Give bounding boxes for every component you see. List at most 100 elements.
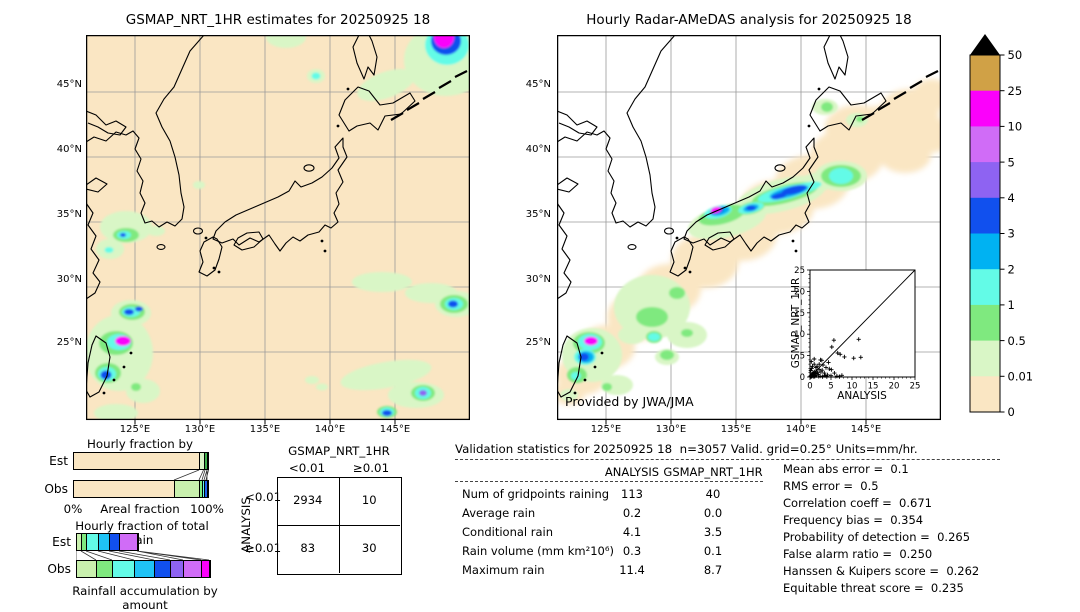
- bar-segment: [77, 561, 97, 577]
- inset-ytick-label: 20: [794, 287, 805, 297]
- stat-value-gsmap: 40: [705, 487, 721, 501]
- lat-label: 25°N: [525, 337, 551, 348]
- stat-value-analysis: 0.2: [622, 506, 642, 520]
- totalrain-est-label: Est: [52, 535, 71, 549]
- validation-title: Validation statistics for 20250925 18 n=…: [455, 442, 918, 456]
- totalrain-obs-label: Obs: [47, 562, 71, 576]
- score-line: False alarm ratio = 0.250: [783, 547, 933, 561]
- lon-label: 145°E: [850, 424, 882, 435]
- colorbar-tick-label: 50: [1008, 48, 1023, 62]
- colorbar-tick-label: 0.01: [1008, 370, 1034, 384]
- radar-amedas-map: 00 5 5 10 10 15 15 20 20 25 25 ANALYSIS GSMAP_NRT_…: [557, 35, 941, 425]
- score-line: Correlation coeff = 0.671: [783, 496, 932, 510]
- lon-label: 130°E: [184, 424, 216, 435]
- colorbar-segment: [970, 90, 1000, 127]
- score-line: Frequency bias = 0.354: [783, 513, 924, 527]
- colorbar-tick-label: 5: [1008, 155, 1015, 169]
- score-line: RMS error = 0.5: [783, 479, 879, 493]
- provider-credit: Provided by JWA/JMA: [565, 394, 694, 409]
- lon-label: 140°E: [785, 424, 817, 435]
- colorbar-border: [969, 54, 1001, 413]
- bar-segment: [87, 534, 99, 550]
- column-header-gsmap: GSMAP_NRT_1HR: [663, 465, 763, 479]
- rain-areas: [560, 99, 868, 401]
- totalrain-est-bar: [76, 533, 139, 551]
- colorbar-segment: [970, 55, 1000, 92]
- bar-segment: [203, 481, 206, 497]
- validation-rows: Num of gridpoints raining 113 40 Average ra…: [455, 487, 795, 582]
- scatter-plus-markers: [808, 337, 863, 379]
- score-line: Mean abs error = 0.1: [783, 462, 909, 476]
- areal-fraction-100: 100%: [190, 502, 224, 516]
- occurrence-connector: [173, 470, 209, 480]
- bar-segment: [74, 453, 200, 469]
- table-row: Conditional rain 4.1 3.5: [455, 525, 795, 544]
- colorbar-segment: [970, 304, 1000, 342]
- contingency-cell-01: 10: [361, 493, 377, 507]
- lon-label: 125°E: [590, 424, 622, 435]
- lat-label: 45°N: [525, 79, 551, 90]
- stat-value-analysis: 11.4: [619, 563, 645, 577]
- table-row: Num of gridpoints raining 113 40: [455, 487, 795, 506]
- stat-value-analysis: 113: [621, 487, 643, 501]
- bar-segment: [82, 534, 87, 550]
- lat-label: 35°N: [56, 209, 82, 220]
- contingency-col-title: GSMAP_NRT_1HR: [288, 444, 390, 458]
- colorbar-segment: [970, 126, 1000, 163]
- bar-segment: [175, 481, 200, 497]
- contingency-row-label-ge: ≥0.01: [245, 541, 282, 555]
- colorbar-tick-label: 1: [1008, 298, 1015, 312]
- colorbar-tick-label: 2: [1008, 262, 1015, 276]
- bar-segment: [184, 561, 202, 577]
- colorbar-segment: [970, 340, 1000, 377]
- map-border: [557, 35, 941, 421]
- stat-label: Conditional rain: [462, 525, 554, 539]
- totalrain-caption: Rainfall accumulation by amount: [72, 584, 218, 612]
- inset-ticks: 00 5 5 10 10 15 15 20 20 25 25: [794, 266, 920, 392]
- bar-segment: [135, 561, 155, 577]
- inset-ylabel: GSMAP_NRT_1HR: [790, 278, 802, 369]
- divider-dashed: [455, 481, 763, 482]
- score-line: Equitable threat score = 0.235: [783, 581, 964, 595]
- occurrence-obs-label: Obs: [44, 482, 68, 496]
- stat-value-analysis: 4.1: [622, 525, 642, 539]
- contingency-table: GSMAP_NRT_1HR <0.01 ≥0.01 ANALYSIS <0.01…: [239, 442, 415, 587]
- occurrence-est-bar: [73, 452, 209, 470]
- lat-label: 35°N: [525, 209, 551, 220]
- stat-label: Num of gridpoints raining: [462, 487, 610, 501]
- occurrence-est-label: Est: [49, 454, 68, 468]
- lon-label: 135°E: [720, 424, 752, 435]
- lon-label: 130°E: [655, 424, 687, 435]
- rain-areas: [86, 35, 470, 420]
- totalrain-obs-bar: [76, 560, 211, 578]
- colorbar-segment: [970, 376, 1000, 413]
- bar-segment: [113, 561, 135, 577]
- lat-label: 45°N: [56, 79, 82, 90]
- bar-segment: [204, 453, 208, 469]
- bar-segment: [200, 481, 203, 497]
- bar-segment: [205, 481, 208, 497]
- colorbar-body: 50 25 10 5 4 3 2 1 0.5 0.01 0: [970, 48, 1033, 419]
- inset-ytick-label: 25: [794, 266, 805, 276]
- inset-xtick-label: 15: [868, 382, 879, 392]
- axis-ticks: [134, 420, 396, 425]
- colorbar-segment: [970, 233, 1000, 270]
- map-border: [86, 35, 470, 421]
- stat-value-gsmap: 0.1: [703, 544, 723, 558]
- lon-label: 145°E: [379, 424, 411, 435]
- inset-xtick-label: 0: [807, 382, 812, 392]
- lon-label: 140°E: [314, 424, 346, 435]
- contingency-col-label-ge: ≥0.01: [352, 461, 390, 475]
- inset-ytick-label: 15: [794, 309, 805, 319]
- bar-segment: [202, 561, 210, 577]
- colorbar-tick-label: 10: [1008, 120, 1023, 134]
- stat-value-analysis: 0.3: [622, 544, 642, 558]
- totalrain-connector: [76, 551, 210, 560]
- inset-ytick-label: 0: [800, 373, 805, 383]
- skill-scores: Mean abs error = 0.1 RMS error = 0.5 Corre…: [783, 461, 979, 597]
- table-row: Average rain 0.2 0.0: [455, 506, 795, 525]
- stat-value-gsmap: 8.7: [703, 563, 723, 577]
- inset-xlabel: ANALYSIS: [837, 390, 887, 402]
- stat-value-gsmap: 0.0: [703, 506, 723, 520]
- table-row: Maximum rain 11.4 8.7: [455, 563, 795, 582]
